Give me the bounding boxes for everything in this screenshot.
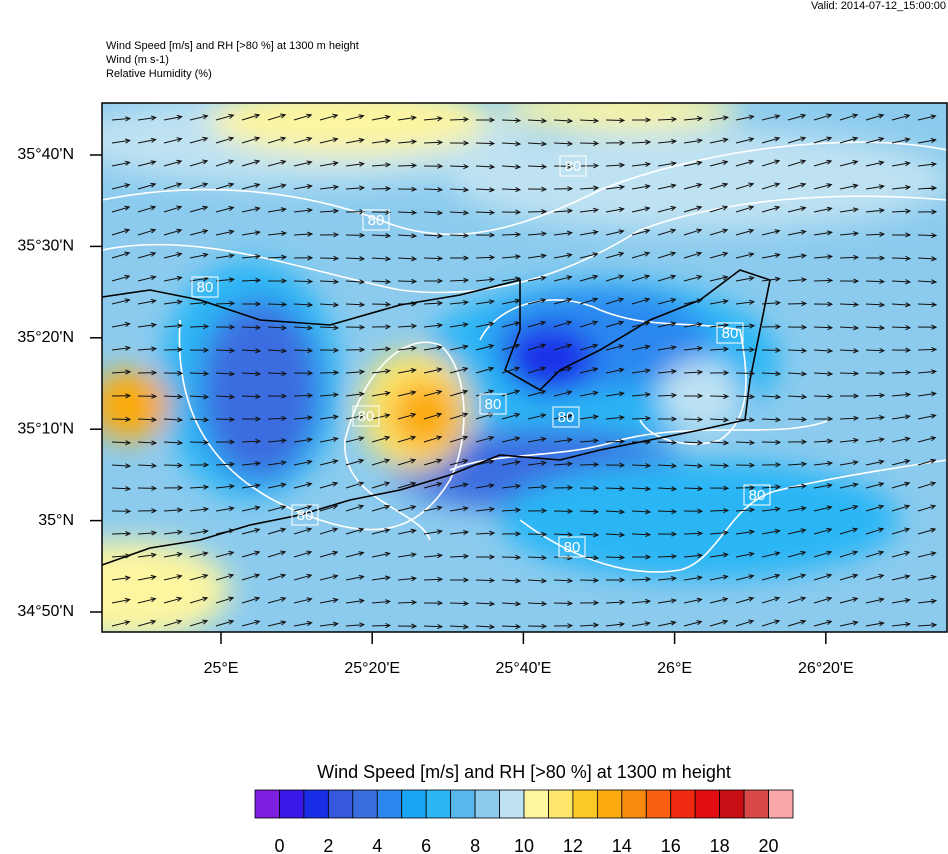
colorbar-box	[768, 789, 794, 819]
contour-label-box	[559, 155, 587, 177]
contour-label-box	[558, 536, 586, 558]
lon-label: 26°20'E	[798, 660, 854, 677]
colorbar-box	[743, 789, 769, 819]
colorbar-box	[499, 789, 525, 819]
contour-label-box	[291, 504, 319, 526]
colorbar-box	[523, 789, 549, 819]
contour-label: 80	[749, 487, 766, 504]
colorbar: 0 2 4 6 8 10 12 14 16 18 20	[254, 789, 794, 854]
colorbar-box	[474, 789, 500, 819]
wind-arrows	[111, 113, 938, 630]
contour-label-box	[552, 406, 580, 428]
lon-label: 25°40'E	[496, 660, 552, 677]
colorbar-box	[694, 789, 721, 819]
longitude-axis: 25°E 25°20'E 25°40'E 26°E 26°20'E	[204, 632, 854, 677]
header-line: Relative Humidity (%)	[106, 68, 212, 80]
contour-label-box	[352, 405, 380, 427]
colorbar-box	[327, 789, 354, 819]
lat-label: 35°20'N	[17, 329, 74, 346]
contour-label-box	[716, 322, 744, 344]
colorbar-box	[352, 789, 378, 819]
lon-label: 25°E	[204, 660, 239, 677]
lat-label: 35°10'N	[17, 420, 74, 437]
colorbar-title: Wind Speed [m/s] and RH [>80 %] at 1300 …	[317, 762, 731, 782]
colorbar-tick-label: 10	[514, 836, 534, 854]
contour-label: 80	[558, 409, 575, 426]
colorbar-box	[401, 789, 427, 819]
colorbar-tick-label: 18	[710, 836, 730, 854]
map-frame	[101, 102, 948, 633]
contour-labels: 80 80 80 80 80 80 80 80 80 80	[191, 155, 771, 558]
lat-label: 34°50'N	[17, 603, 74, 620]
valid-time: Valid: 2014-07-12_15:00:00	[811, 0, 946, 12]
colorbar-box	[645, 789, 672, 819]
colorbar-tick-label: 0	[274, 836, 284, 854]
colorbar-tick-label: 4	[372, 836, 382, 854]
lon-label: 25°20'E	[344, 660, 400, 677]
colorbar-box	[621, 789, 647, 819]
lat-label: 35°40'N	[17, 146, 74, 163]
colorbar-box	[254, 789, 280, 819]
colorbar-box	[425, 789, 452, 819]
contour-label: 80	[358, 408, 375, 425]
colorbar-tick-label: 20	[759, 836, 779, 854]
header-line: Wind (m s-1)	[106, 54, 169, 66]
lon-label: 26°E	[657, 660, 692, 677]
contour-label: 80	[722, 325, 739, 342]
colorbar-tick-label: 16	[661, 836, 681, 854]
colorbar-box	[670, 789, 696, 819]
lat-label: 35°30'N	[17, 238, 74, 255]
contour-label: 80	[564, 539, 581, 556]
colorbar-box	[719, 789, 745, 819]
contour-label-box	[743, 484, 771, 506]
colorbar-tick-label: 8	[470, 836, 480, 854]
contour-label: 80	[297, 507, 314, 524]
colorbar-box	[303, 789, 329, 819]
latitude-axis: 35°40'N 35°30'N 35°20'N 35°10'N 35°N 34°50'N	[17, 146, 102, 620]
colorbar-tick-label: 12	[563, 836, 583, 854]
colorbar-box	[376, 789, 403, 819]
colorbar-box	[596, 789, 623, 819]
contour-label-box	[362, 209, 390, 231]
contour-label: 80	[565, 158, 582, 175]
header-line: Wind Speed [m/s] and RH [>80 %] at 1300 …	[106, 40, 359, 52]
header-lines: Wind Speed [m/s] and RH [>80 %] at 1300 …	[106, 40, 359, 80]
map: 80 80 80 80 80 80 80 80 80 80	[102, 103, 947, 632]
lat-label: 35°N	[38, 512, 74, 529]
colorbar-box	[279, 789, 305, 819]
colorbar-tick-label: 6	[421, 836, 431, 854]
colorbar-box	[450, 789, 476, 819]
colorbar-box	[572, 789, 598, 819]
contour-label: 80	[485, 396, 502, 413]
contour-label-box	[191, 276, 219, 298]
contour-label: 80	[368, 212, 385, 229]
colorbar-tick-label: 2	[323, 836, 333, 854]
colorbar-tick-label: 14	[612, 836, 632, 854]
colorbar-box	[548, 789, 574, 819]
contour-label: 80	[197, 279, 214, 296]
contour-label-box	[479, 393, 507, 415]
